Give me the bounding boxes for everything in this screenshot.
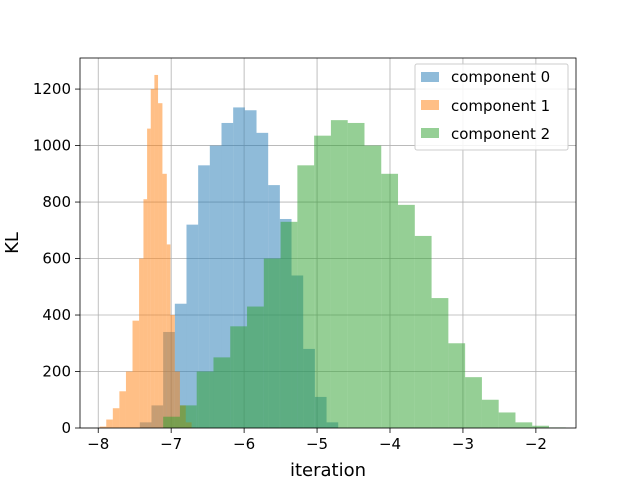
x-axis-label: iteration [290,460,366,480]
histogram-bar [154,74,159,428]
x-tick-label: −7 [160,435,182,453]
histogram-bar [221,122,234,429]
x-tick-label: −6 [233,435,255,453]
histogram-bar [330,120,348,429]
histogram-bar [280,221,298,428]
histogram-bar [498,412,516,428]
histogram-bar [364,145,382,428]
x-tick-label: −2 [525,435,547,453]
histogram-bar [143,199,148,428]
y-tick-label: 800 [42,193,71,211]
histogram-bar [256,132,269,428]
histogram-bar [247,306,264,428]
histogram-bar [174,303,187,428]
x-tick-label: −8 [87,435,109,453]
histogram-bar [119,391,126,428]
legend-swatch-component-2 [421,128,439,138]
histogram-bar [162,173,167,428]
histogram-bar [431,298,449,428]
histogram-bar [347,122,365,429]
bars-layer [99,74,566,429]
histogram-bar [532,425,550,428]
histogram-bar [233,107,245,428]
ticks-layer: −8 −7 −6 −5 −4 −3 −2 0 200 400 600 800 1000 1200 [33,80,547,453]
histogram-bar [99,426,107,428]
legend-swatch-component-0 [421,72,439,82]
histogram-bar [198,165,210,428]
legend-label-component-1: component 1 [451,97,550,115]
histogram-bar [465,377,482,428]
series-1 [99,74,192,429]
histogram-bar [158,103,163,428]
y-tick-label: 0 [61,419,71,437]
legend: component 0 component 1 component 2 [414,63,569,151]
histogram-bar [230,326,248,428]
y-axis-label: KL [2,232,23,254]
histogram-bar [166,244,171,428]
y-tick-label: 200 [42,363,71,381]
plot-frame [79,57,577,429]
y-tick-label: 1200 [33,80,71,98]
histogram-bar [186,224,199,428]
histogram-bar [297,165,315,428]
legend-box [414,63,569,151]
legend-label-component-2: component 2 [451,125,550,143]
y-tick-label: 600 [42,250,71,268]
histogram-bar [112,408,120,428]
histogram-bar [196,371,214,428]
histogram-bar [209,145,222,428]
histogram-bar [125,371,133,428]
histogram-bar [150,89,155,429]
histogram-bar [398,204,415,428]
histogram-bar [106,419,113,428]
series-2 [163,120,566,429]
histogram-bar [163,416,180,428]
x-tick-label: −4 [379,435,401,453]
x-tick-label: −3 [452,435,474,453]
histogram-bar [381,173,399,428]
legend-swatch-component-1 [421,100,439,110]
histogram-bar [263,258,281,428]
x-tick-label: −5 [306,435,328,453]
histogram-bar [448,343,466,428]
histogram-bar [147,128,151,428]
histogram-bar [481,399,499,428]
legend-label-component-0: component 0 [451,68,550,86]
histogram-bar [132,320,140,428]
histogram-bar [314,135,331,428]
histogram-bar [139,258,144,428]
histogram-bar [174,371,180,428]
y-tick-label: 400 [42,306,71,324]
histogram-bar [414,235,432,428]
histogram-bar [515,422,533,428]
histogram-bar [213,357,231,428]
histogram-bar [170,315,175,428]
y-tick-label: 1000 [33,137,71,155]
histogram-bar [244,110,257,429]
histogram-bar [179,405,197,428]
